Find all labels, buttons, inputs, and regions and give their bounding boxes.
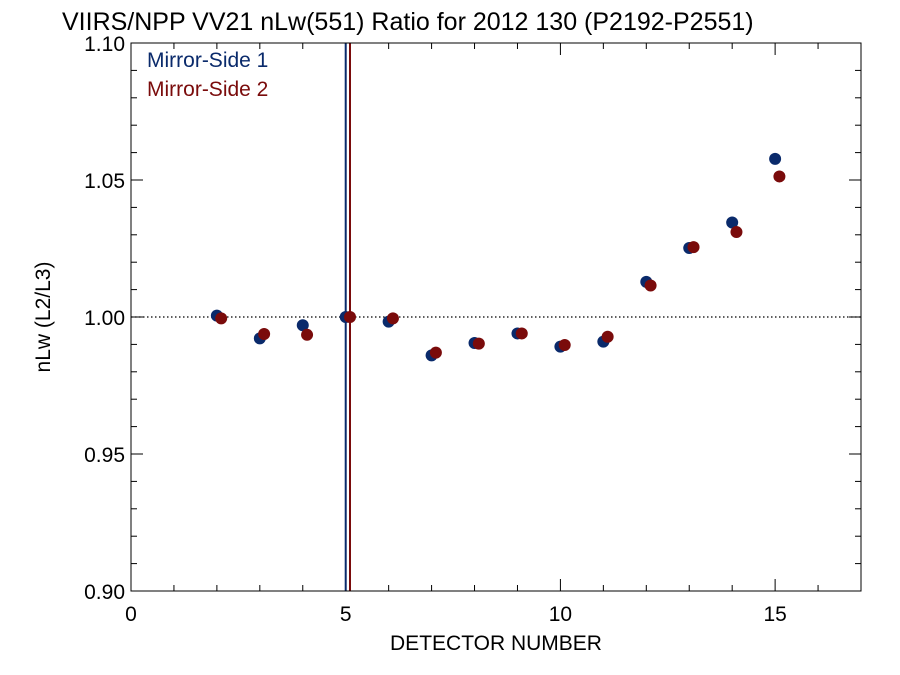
x-axis-label: DETECTOR NUMBER bbox=[390, 632, 602, 655]
data-point-series-2 bbox=[644, 279, 657, 292]
plot-frame bbox=[130, 42, 862, 592]
y-tick-label: 0.90 bbox=[84, 581, 125, 604]
x-tick-label: 10 bbox=[549, 603, 572, 626]
legend: Mirror-Side 1 Mirror-Side 2 bbox=[147, 49, 268, 101]
data-point-series-2 bbox=[215, 312, 228, 325]
data-point-series-2 bbox=[472, 337, 485, 350]
data-point-series-2 bbox=[258, 327, 271, 340]
x-tick-label: 0 bbox=[125, 603, 137, 626]
data-point-series-1 bbox=[769, 152, 782, 165]
y-tick-label: 1.05 bbox=[84, 170, 125, 193]
data-point-series-2 bbox=[601, 330, 614, 343]
legend-entry: Mirror-Side 1 bbox=[147, 49, 268, 72]
data-point-series-2 bbox=[773, 170, 786, 183]
data-point-series-2 bbox=[301, 328, 314, 341]
y-tick-label: 0.95 bbox=[84, 444, 125, 467]
data-point-series-2 bbox=[386, 312, 399, 325]
data-point-series-2 bbox=[344, 311, 356, 323]
data-point-series-2 bbox=[558, 338, 571, 351]
chart-title: VIIRS/NPP VV21 nLw(551) Ratio for 2012 1… bbox=[62, 8, 754, 36]
plot-area: 0 5 10 15 0.90 0.95 1.00 1.05 1.10 bbox=[84, 33, 862, 626]
data-point-series-2 bbox=[730, 226, 743, 239]
y-tick-label: 1.10 bbox=[84, 33, 125, 56]
y-tick-label: 1.00 bbox=[84, 307, 125, 330]
data-point-series-1 bbox=[726, 216, 739, 229]
y-axis-label: nLw (L2/L3) bbox=[32, 262, 55, 373]
data-point-series-2 bbox=[687, 241, 700, 254]
data-point-series-1 bbox=[296, 319, 309, 332]
data-point-series-2 bbox=[429, 346, 442, 359]
x-tick-label: 15 bbox=[763, 603, 786, 626]
data-point-series-2 bbox=[515, 327, 528, 340]
legend-entry: Mirror-Side 2 bbox=[147, 78, 268, 101]
x-tick-label: 5 bbox=[340, 603, 352, 626]
